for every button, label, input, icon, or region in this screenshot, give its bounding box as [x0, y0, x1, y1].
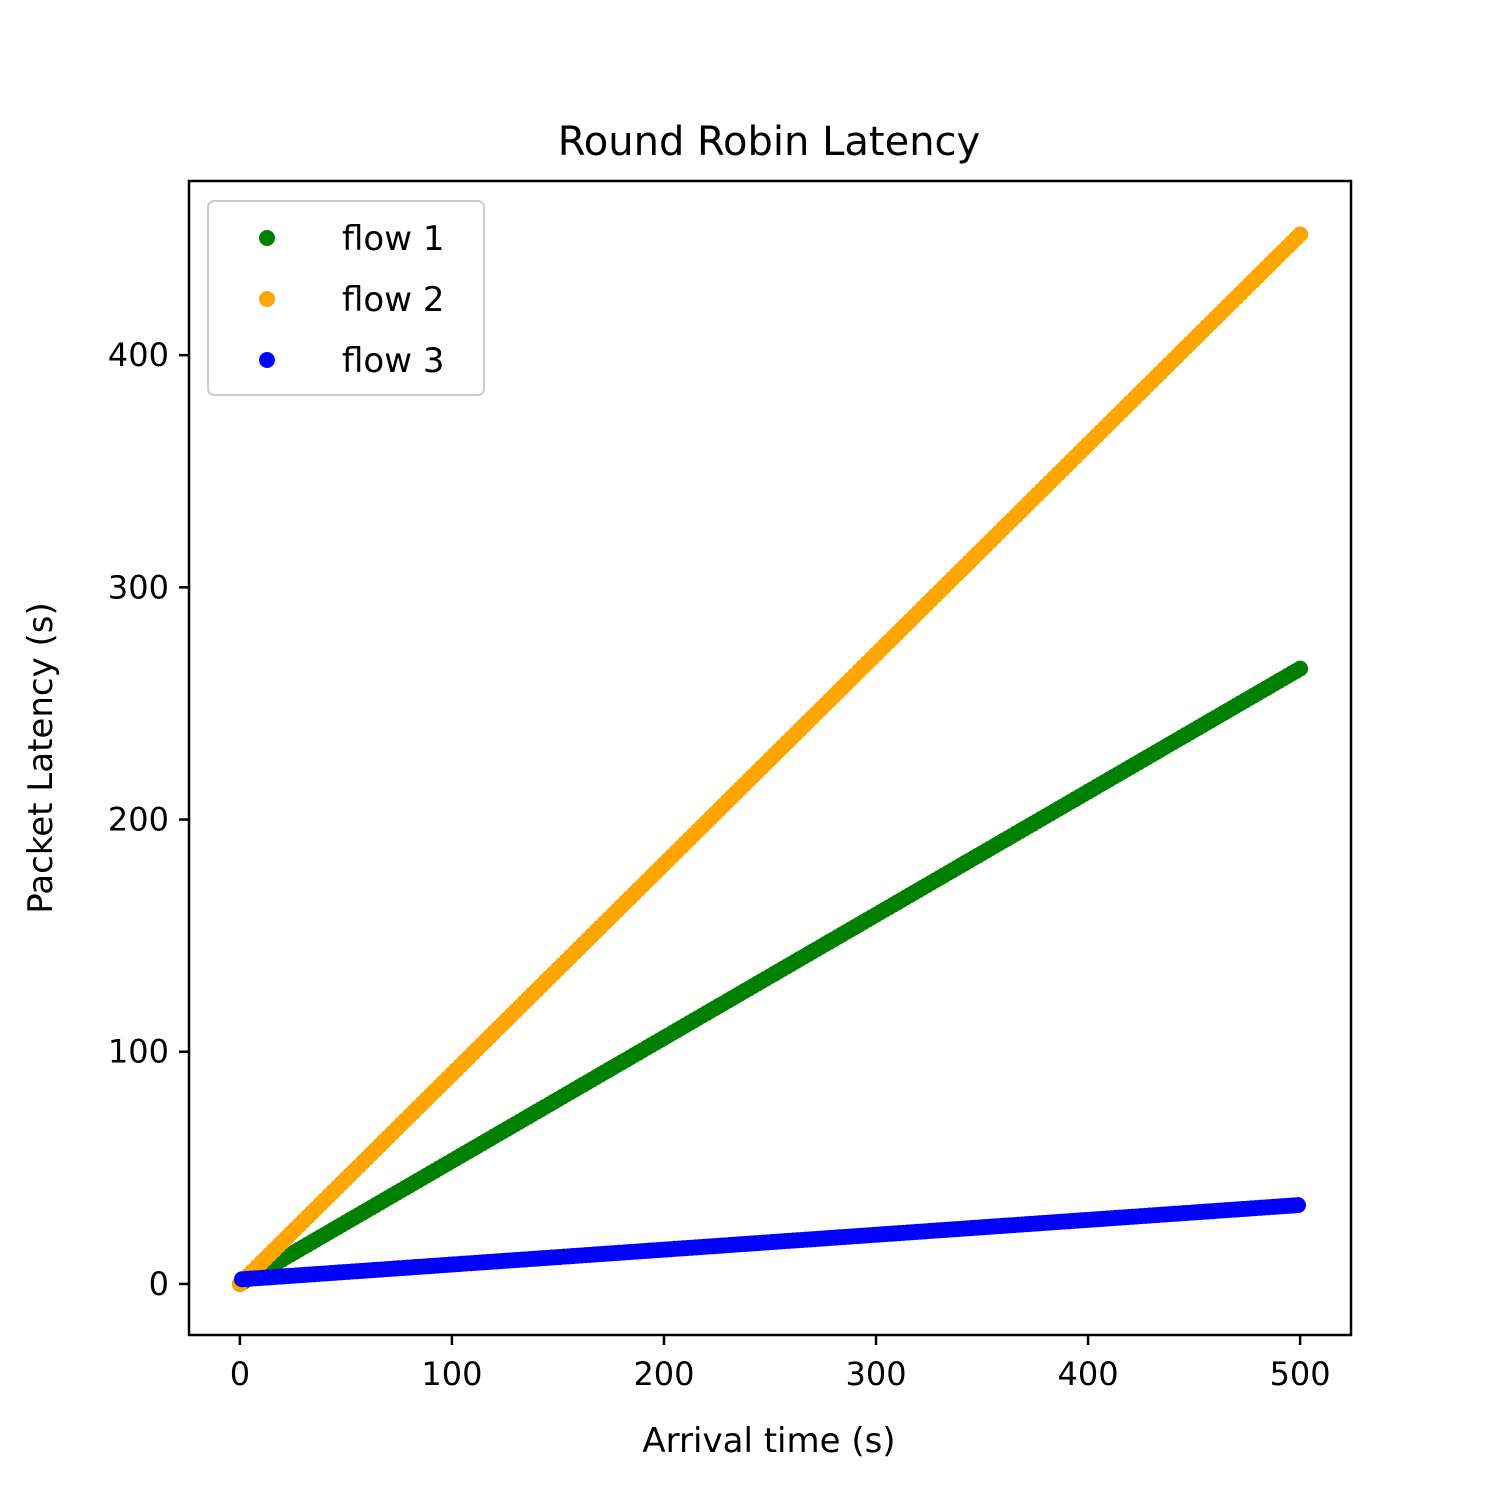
y-tick-label: 200 [108, 801, 169, 839]
x-tick-label: 200 [633, 1355, 694, 1393]
plot-frame [187, 179, 1353, 1337]
series-2 [231, 226, 1309, 1292]
data-point [1292, 226, 1309, 243]
legend-box [207, 200, 485, 396]
series-1 [231, 660, 1309, 1292]
y-axis-label: Packet Latency (s) [21, 602, 61, 913]
y-tick-label: 0 [149, 1265, 169, 1303]
data-points [231, 226, 1309, 1292]
x-tick-label: 500 [1270, 1355, 1331, 1393]
legend-label: flow 3 [342, 341, 444, 381]
data-point [1289, 1197, 1306, 1214]
y-tick-label: 100 [108, 1033, 169, 1071]
series-3 [234, 1197, 1306, 1288]
legend-marker [259, 291, 275, 307]
legend-items: flow 1 flow 2 flow 3 [259, 219, 444, 381]
legend-label: flow 2 [342, 280, 444, 320]
x-tick-label: 100 [421, 1355, 482, 1393]
x-tick-label: 0 [230, 1355, 250, 1393]
legend: flow 1 flow 2 flow 3 [207, 200, 485, 396]
legend-label: flow 1 [342, 219, 444, 259]
y-tick-label: 300 [108, 568, 169, 606]
x-axis-ticks: 0 100 200 300 400 500 [230, 1335, 1331, 1393]
data-point [1292, 660, 1309, 677]
legend-marker [259, 230, 275, 246]
x-tick-label: 400 [1058, 1355, 1119, 1393]
y-tick-label: 400 [108, 336, 169, 374]
x-tick-label: 300 [845, 1355, 906, 1393]
x-axis-label: Arrival time (s) [642, 1421, 895, 1461]
chart-title: Round Robin Latency [558, 119, 980, 165]
y-axis-ticks: 0 100 200 300 400 [108, 336, 189, 1303]
legend-marker [259, 352, 275, 368]
